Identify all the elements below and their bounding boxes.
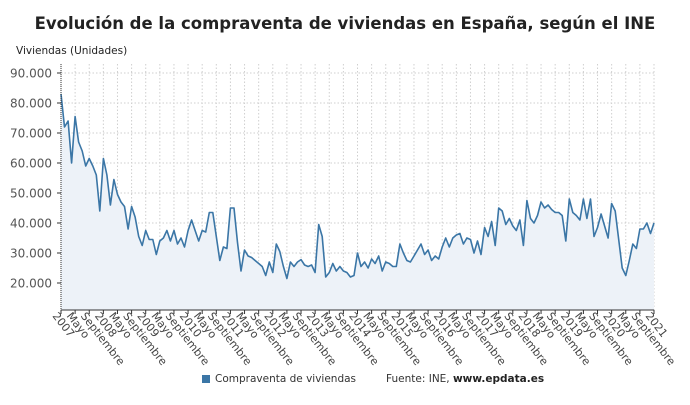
y-tick-label: 20.000 bbox=[10, 277, 52, 291]
x-tick-labels: 2007MayoSeptiembre2008MayoSeptiembre2009… bbox=[50, 310, 678, 368]
series-line bbox=[60, 93, 655, 280]
y-tick-label: 60.000 bbox=[10, 157, 52, 171]
y-tick-label: 40.000 bbox=[10, 217, 52, 231]
y-tick-label: 70.000 bbox=[10, 127, 52, 141]
series-area bbox=[61, 94, 654, 310]
legend: Compraventa de viviendas Fuente: INE, ww… bbox=[202, 373, 544, 385]
y-axis-label: Viviendas (Unidades) bbox=[16, 45, 128, 57]
source-note: Fuente: INE, www.epdata.es bbox=[386, 373, 544, 385]
legend-label: Compraventa de viviendas bbox=[215, 373, 357, 385]
y-tick-label: 30.000 bbox=[10, 247, 52, 261]
y-tick-labels: 20.000 30.000 40.000 50.000 60.000 70.000 80.0… bbox=[10, 67, 52, 291]
y-tick-label: 50.000 bbox=[10, 187, 52, 201]
source-site: www.epdata.es bbox=[452, 373, 545, 385]
chart-title: Evolución de la compraventa de viviendas… bbox=[34, 14, 656, 33]
y-tick-label: 90.000 bbox=[10, 67, 52, 81]
source-prefix: Fuente: INE, bbox=[386, 373, 453, 385]
y-tick-label: 80.000 bbox=[10, 97, 52, 111]
axes bbox=[57, 64, 655, 314]
legend-swatch bbox=[202, 375, 210, 383]
